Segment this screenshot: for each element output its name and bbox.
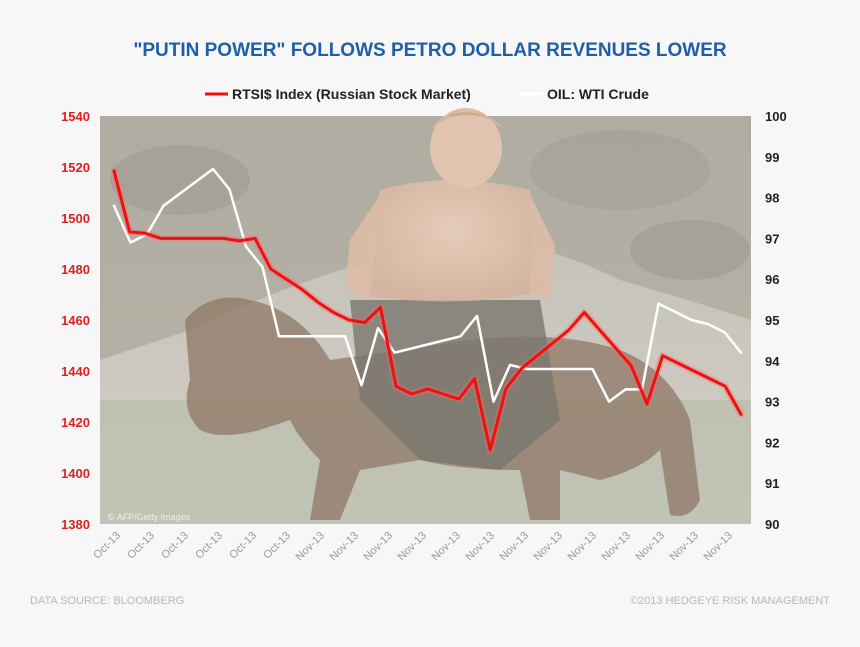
x-tick-label: Nov-13 [328,530,362,564]
x-tick-label: Oct-13 [159,530,191,562]
right-tick-label: 90 [765,517,779,532]
footer-source: DATA SOURCE: BLOOMBERG [30,595,184,607]
right-tick-label: 93 [765,395,779,410]
legend: RTSI$ Index (Russian Stock Market) OIL: … [205,86,649,102]
right-tick-label: 99 [765,150,779,165]
x-tick-label: Oct-13 [91,530,123,562]
x-tick-label: Nov-13 [600,530,634,564]
right-tick-label: 92 [765,435,779,450]
chart-title: "PUTIN POWER" FOLLOWS PETRO DOLLAR REVEN… [133,40,727,61]
left-tick-label: 1380 [61,517,90,532]
footer-copyright: ©2013 HEDGEYE RISK MANAGEMENT [630,595,830,607]
x-tick-label: Nov-13 [498,530,532,564]
axis-right: 90 91 92 93 94 95 96 97 98 99 100 [765,109,787,532]
left-tick-label: 1400 [61,466,90,481]
x-tick-label: Nov-13 [464,530,498,564]
left-tick-label: 1460 [61,313,90,328]
left-tick-label: 1500 [61,211,90,226]
x-tick-label: Oct-13 [261,530,293,562]
x-tick-label: Nov-13 [430,530,464,564]
x-tick-label: Nov-13 [294,530,328,564]
axis-left: 1380 1400 1420 1440 1460 1480 1500 1520 1540 [61,109,90,532]
x-tick-label: Nov-13 [532,530,566,564]
x-tick-label: Nov-13 [362,530,396,564]
left-tick-label: 1520 [61,160,90,175]
x-tick-label: Nov-13 [702,530,736,564]
x-tick-label: Nov-13 [396,530,430,564]
x-tick-label: Nov-13 [634,530,668,564]
left-tick-label: 1540 [61,109,90,124]
series-rtsi [110,167,745,454]
left-tick-label: 1440 [61,364,90,379]
left-tick-label: 1480 [61,262,90,277]
x-tick-label: Nov-13 [668,530,702,564]
right-tick-label: 91 [765,476,779,491]
x-tick-label: Oct-13 [227,530,259,562]
left-tick-label: 1420 [61,415,90,430]
x-tick-label: Oct-13 [125,530,157,562]
series-oil [112,167,743,403]
legend-label-rtsi: RTSI$ Index (Russian Stock Market) [232,86,471,102]
background-photo: © AFP/Getty Images [100,108,751,524]
x-tick-label: Oct-13 [193,530,225,562]
axis-x: Oct-13 Oct-13 Oct-13 Oct-13 Oct-13 Oct-13 Nov-… [91,530,735,564]
right-tick-label: 100 [765,109,787,124]
legend-label-oil: OIL: WTI Crude [547,86,649,102]
right-tick-label: 96 [765,272,779,287]
right-tick-label: 97 [765,231,779,246]
photo-credit: © AFP/Getty Images [108,512,191,522]
right-tick-label: 98 [765,191,779,206]
right-tick-label: 94 [765,354,780,369]
x-tick-label: Nov-13 [566,530,600,564]
right-tick-label: 95 [765,313,779,328]
